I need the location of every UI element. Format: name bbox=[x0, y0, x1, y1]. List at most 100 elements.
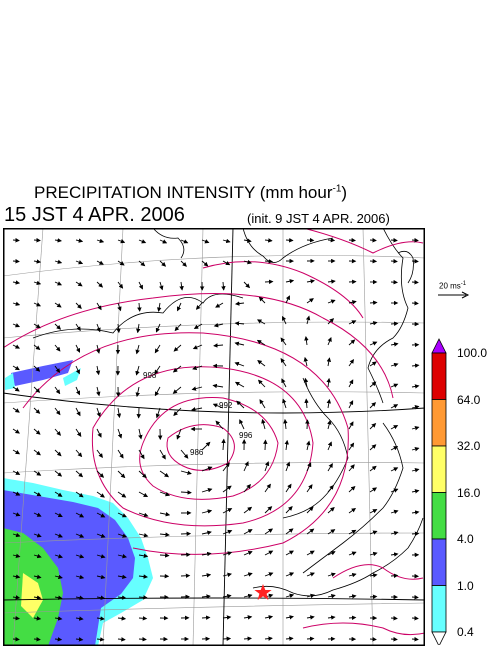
wind-arrow bbox=[234, 361, 245, 367]
wind-arrow bbox=[257, 319, 266, 325]
wind-arrow bbox=[117, 260, 125, 266]
wind-arrow bbox=[327, 551, 336, 556]
wind-arrow bbox=[369, 487, 378, 493]
wind-arrow bbox=[201, 551, 212, 557]
wind-arrow bbox=[369, 321, 378, 326]
wind-arrow bbox=[75, 365, 80, 375]
wind-arrow bbox=[117, 512, 127, 518]
colorbar-label: 32.0 bbox=[457, 439, 481, 453]
wind-arrow bbox=[54, 238, 62, 243]
wind-arrow bbox=[117, 637, 126, 642]
wind-arrow bbox=[75, 512, 85, 518]
wind-arrow bbox=[285, 636, 294, 641]
wind-arrow bbox=[138, 428, 143, 440]
wind-arrow bbox=[264, 550, 274, 556]
wind-scale-arrow-icon bbox=[438, 291, 470, 299]
wind-arrow bbox=[173, 407, 182, 417]
wind-arrow bbox=[191, 386, 203, 391]
wind-arrow bbox=[117, 553, 127, 559]
wind-arrow bbox=[213, 322, 224, 328]
wind-arrow bbox=[369, 573, 378, 578]
wind-arrow bbox=[96, 281, 104, 288]
wind-arrow bbox=[306, 279, 315, 284]
wind-arrow bbox=[159, 260, 167, 267]
colorbar-segment bbox=[431, 445, 447, 493]
wind-arrow bbox=[327, 299, 336, 304]
wind-arrow bbox=[348, 379, 354, 388]
wind-arrow bbox=[192, 344, 203, 350]
wind-arrow bbox=[138, 449, 145, 460]
wind-arrow bbox=[75, 428, 82, 437]
wind-arrow bbox=[96, 238, 105, 244]
isobar-label: 992 bbox=[219, 401, 233, 410]
wind-arrow bbox=[75, 386, 81, 396]
wind-arrow bbox=[75, 260, 84, 265]
wind-arrow bbox=[96, 491, 105, 498]
wind-arrow bbox=[411, 405, 420, 410]
wind-arrow bbox=[348, 594, 357, 599]
wind-arrow bbox=[258, 296, 266, 304]
wind-arrow bbox=[159, 470, 170, 478]
wind-arrow bbox=[176, 428, 182, 440]
colorbar-label: 16.0 bbox=[457, 485, 481, 500]
wind-arrow bbox=[54, 281, 63, 286]
wind-arrow bbox=[236, 400, 245, 409]
wind-arrow bbox=[95, 344, 101, 354]
wind-arrow bbox=[54, 449, 62, 457]
wind-arrow bbox=[154, 344, 161, 354]
wind-arrow bbox=[201, 615, 211, 620]
wind-arrow bbox=[54, 554, 63, 559]
wind-arrow bbox=[117, 302, 122, 312]
wind-arrow bbox=[411, 279, 419, 285]
wind-arrow bbox=[215, 420, 224, 430]
wind-arrow bbox=[156, 302, 162, 312]
wind-arrow bbox=[96, 637, 105, 642]
wind-arrow bbox=[222, 485, 232, 493]
wind-arrow bbox=[117, 616, 127, 621]
wind-arrow bbox=[33, 637, 41, 642]
wind-arrow bbox=[369, 636, 377, 642]
wind-arrow bbox=[33, 323, 41, 329]
wind-arrow bbox=[96, 323, 101, 333]
wind-arrow bbox=[327, 507, 335, 514]
wind-arrow bbox=[348, 572, 357, 578]
wind-arrow bbox=[201, 573, 212, 578]
wind-arrow bbox=[96, 574, 106, 580]
wind-arrow bbox=[411, 258, 419, 264]
wind-arrow bbox=[222, 462, 230, 472]
wind-arrow bbox=[54, 428, 61, 436]
wind-arrow bbox=[411, 425, 420, 431]
colorbar bbox=[431, 338, 447, 645]
wind-arrow bbox=[12, 258, 20, 264]
wind-arrow bbox=[411, 468, 420, 473]
wind-arrow bbox=[117, 574, 127, 580]
wind-arrow bbox=[282, 398, 287, 409]
wind-arrow bbox=[259, 399, 266, 409]
wind-arrow bbox=[12, 365, 20, 371]
chart-title: PRECIPITATION INTENSITY (mm hour-1) bbox=[34, 183, 348, 202]
colorbar-segment bbox=[431, 538, 447, 586]
wind-arrow bbox=[75, 302, 82, 309]
wind-arrow bbox=[285, 528, 294, 535]
wind-arrow bbox=[138, 595, 148, 600]
wind-arrow bbox=[282, 315, 287, 325]
wind-arrow bbox=[33, 386, 41, 393]
wind-arrow bbox=[285, 593, 295, 598]
wind-arrow bbox=[411, 636, 419, 642]
wind-arrow bbox=[159, 239, 168, 244]
wind-arrow bbox=[369, 402, 377, 409]
wind-arrow bbox=[222, 508, 233, 514]
wind-arrow bbox=[117, 491, 127, 498]
wind-arrow bbox=[201, 260, 209, 267]
wind-arrow bbox=[285, 550, 294, 556]
wind-arrow bbox=[12, 491, 21, 496]
wind-arrow bbox=[348, 551, 357, 556]
wind-arrow bbox=[33, 553, 42, 559]
wind-arrow bbox=[96, 512, 106, 518]
wind-arrow bbox=[75, 616, 84, 621]
wind-arrow bbox=[411, 384, 420, 389]
wind-arrow bbox=[390, 615, 398, 621]
wind-arrow bbox=[411, 531, 420, 536]
wind-arrow bbox=[264, 483, 271, 493]
wind-arrow bbox=[306, 298, 314, 304]
